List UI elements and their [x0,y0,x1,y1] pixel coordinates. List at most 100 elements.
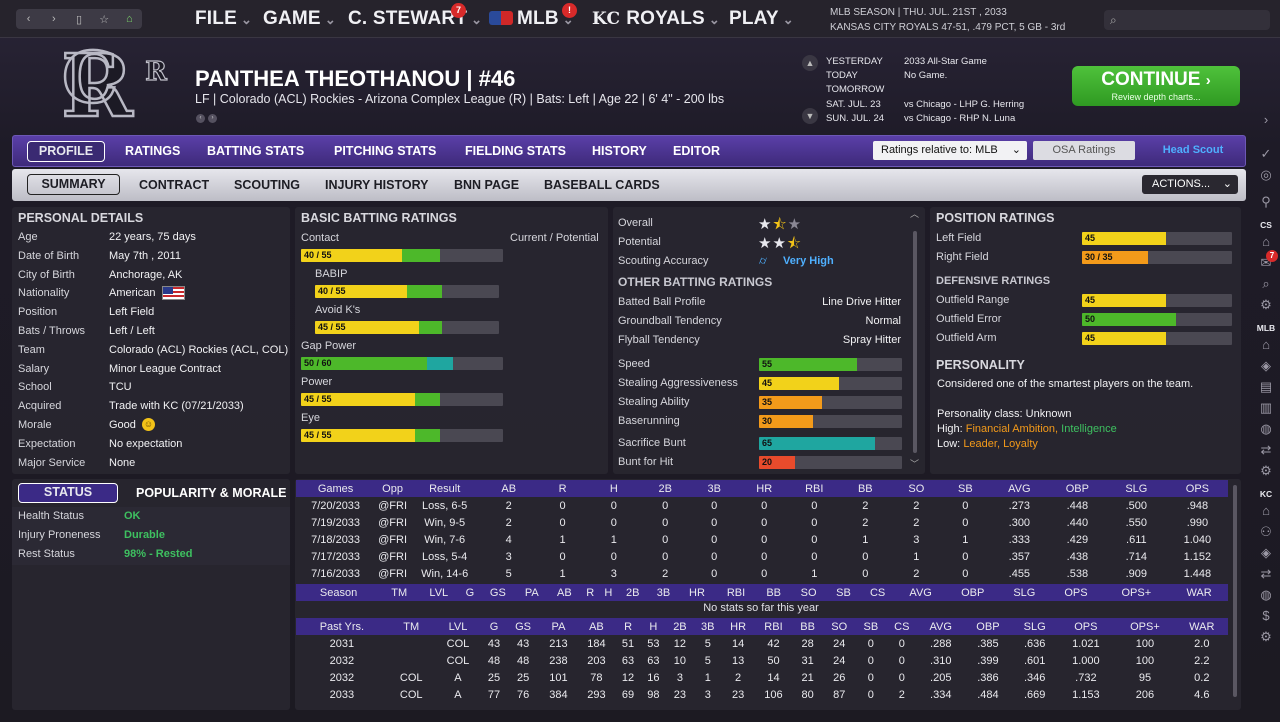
table-header-cell: AVG [909,586,932,599]
transfer-icon[interactable]: ⇄ [1260,442,1272,457]
tab-scouting[interactable]: SCOUTING [234,178,300,192]
shield-icon[interactable]: ◈ [1261,545,1271,560]
menu-play[interactable]: PLAY ⌄ [729,8,794,29]
lineup-icon[interactable]: ⚇ [1260,524,1272,539]
home-icon[interactable]: ⌂ [126,13,133,25]
home-icon[interactable]: ⌂ [1262,503,1270,518]
table-cell: 28 [801,637,814,650]
tab-history[interactable]: HISTORY [592,144,647,158]
star-icon[interactable]: ☆ [99,13,110,26]
dollar-icon[interactable]: $ [1262,608,1270,623]
tab-pitching-stats[interactable]: PITCHING STATS [334,144,437,158]
table-cell: 3 [610,567,617,580]
chevron-right-icon[interactable]: › [1263,112,1269,127]
home-icon[interactable]: ⌂ [1262,337,1270,352]
high-trait-2: Intelligence [1061,423,1117,435]
menu-manager[interactable]: C. STEWART ⌄ [348,8,483,29]
kc-logo-icon: KC [592,9,621,29]
table-cell: 69 [621,688,635,701]
table-header-cell: GS [489,586,506,599]
baseball-icon[interactable]: ◍ [1260,587,1272,602]
table-cell: 203 [587,654,606,667]
menu-game[interactable]: GAME ⌄ [263,8,336,29]
gear-icon[interactable]: ⚙ [1260,463,1272,478]
table-cell: .310 [930,654,952,667]
globe-icon[interactable]: ◎ [1260,167,1272,182]
stats-scrollbar[interactable] [1233,485,1237,697]
menu-file[interactable]: FILE ⌄ [195,8,253,29]
table-cell: 100 [1135,637,1155,650]
menu-league[interactable]: MLB ⌄ [489,8,574,30]
home-icon[interactable]: ⌂ [1262,234,1270,249]
tab-ratings[interactable]: RATINGS [125,144,181,158]
nav-buttons: ‹ › ▯ ☆ ⌂ [16,9,142,29]
back-icon[interactable]: ‹ [26,13,31,25]
table-header-cell[interactable]: Games [317,482,354,495]
search-icon[interactable]: ⌕ [1262,276,1270,291]
batting-rating-bar: 40 / 55 [301,249,503,262]
tab-summary[interactable]: SUMMARY [27,174,120,195]
chart-icon[interactable]: ▥ [1259,400,1273,415]
table-cell: 2 [913,516,920,529]
bar-current [301,393,415,406]
tab-status[interactable]: STATUS [18,483,118,503]
table-cell: .448 [1066,499,1089,512]
other-rating-label: Groundball Tendency [618,315,722,327]
schedule-up-icon[interactable]: ▲ [802,55,818,71]
personal-value: No expectation [109,437,183,450]
mail-icon[interactable]: ✉ [1260,255,1272,270]
table-cell: .990 [1186,516,1209,529]
scrollbar[interactable] [913,231,917,453]
tab-popularity-morale[interactable]: POPULARITY & MORALE [136,486,287,500]
prev-player-icon[interactable]: ‹ [196,114,205,123]
table-cell: 42 [767,637,780,650]
shield-icon[interactable]: ◈ [1261,358,1271,373]
table-header-cell: AVG [929,620,952,633]
tab-bnn-page[interactable]: BNN PAGE [454,178,520,192]
tab-injury-history[interactable]: INJURY HISTORY [325,178,429,192]
table-cell: 1 [610,533,617,546]
forward-icon[interactable]: › [51,13,56,25]
table-row: 7/19/2033 @FRI Win, 9-5 2 0 0 0 0 0 0 2 2 0 .300 .440.… [296,514,1228,531]
baserunning-label: Speed [618,358,650,370]
continue-button[interactable]: CONTINUE › Review depth charts... [1072,66,1240,106]
table-header-cell: HR [730,620,747,633]
table-cell: 0 [761,533,768,546]
position-rating-bar: 30 / 35 [1082,251,1232,264]
pin-icon[interactable]: ⚲ [1261,194,1271,209]
defensive-label: Outfield Error [936,313,1002,325]
ratings-relative-select[interactable]: Ratings relative to: MLB ⌄ [873,141,1027,160]
star-icon: ★ [758,235,772,252]
table-cell: 0 [662,499,669,512]
table-cell: 106 [764,688,783,701]
low-label: Low: [937,438,961,450]
search-input[interactable]: ⌕ [1104,10,1270,30]
table-header-cell[interactable]: Season [319,586,358,599]
actions-menu[interactable]: ACTIONS... ⌄ [1142,175,1238,194]
table-header-cell[interactable]: Past Yrs. [319,620,365,633]
tab-editor[interactable]: EDITOR [673,144,720,158]
menu-team[interactable]: KC ROYALS ⌄ [592,8,720,29]
next-player-icon[interactable]: › [208,114,217,123]
table-cell: 3 [704,688,711,701]
tab-fielding-stats[interactable]: FIELDING STATS [465,144,566,158]
transfer-icon[interactable]: ⇄ [1260,566,1272,581]
gear-icon[interactable]: ⚙ [1260,629,1272,644]
scroll-up-icon[interactable]: ︿ [910,209,920,219]
check-icon[interactable]: ✓ [1260,146,1272,161]
osa-ratings-toggle[interactable]: OSA Ratings [1033,141,1135,160]
card-icon[interactable]: ▤ [1259,379,1273,394]
table-row: 2033 COL A 77 76 384 293 69 98 23 3 23 106 80 87 0 2 .334… [296,686,1228,703]
scroll-down-icon[interactable]: ﹀ [910,459,920,469]
head-scout-toggle[interactable]: Head Scout [1162,144,1224,156]
tab-baseball-cards[interactable]: BASEBALL CARDS [544,178,660,192]
tab-contract[interactable]: CONTRACT [139,178,210,192]
tab-profile[interactable]: PROFILE [27,141,105,162]
gear-icon[interactable]: ⚙ [1260,297,1272,312]
baseball-icon[interactable]: ◍ [1260,421,1272,436]
table-cell: .538 [1066,567,1089,580]
page-icon[interactable]: ▯ [75,13,82,26]
tab-batting-stats[interactable]: BATTING STATS [207,144,305,158]
table-cell: 0 [761,550,768,563]
schedule-down-icon[interactable]: ▼ [802,108,818,124]
